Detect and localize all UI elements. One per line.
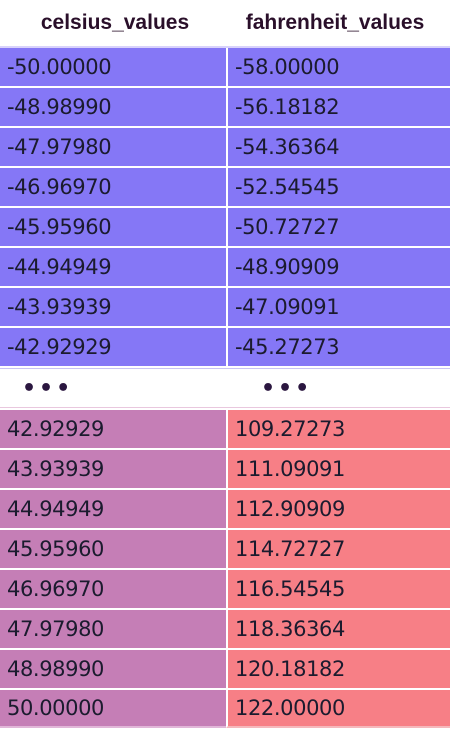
celsius-cell: 45.95960 — [0, 528, 226, 568]
fahrenheit-cell: 122.00000 — [226, 688, 450, 728]
celsius-cell: 43.93939 — [0, 448, 226, 488]
fahrenheit-cell: -50.72727 — [226, 208, 450, 248]
celsius-cell: -48.98990 — [0, 88, 226, 128]
table-row: 46.96970 116.54545 — [0, 568, 450, 608]
fahrenheit-cell: -45.27273 — [226, 328, 450, 368]
table-row: -50.00000 -58.00000 — [0, 48, 450, 88]
fahrenheit-cell: 109.27273 — [226, 408, 450, 448]
top-rows: -50.00000 -58.00000 -48.98990 -56.18182 -47.… — [0, 48, 450, 368]
celsius-cell: 42.92929 — [0, 408, 226, 448]
fahrenheit-cell: -54.36364 — [226, 128, 450, 168]
celsius-cell: 46.96970 — [0, 568, 226, 608]
table-row: 47.97980 118.36364 — [0, 608, 450, 648]
header-fahrenheit: fahrenheit_values — [245, 11, 425, 34]
ellipsis-celsius: ••• — [22, 375, 74, 401]
celsius-cell: -45.95960 — [0, 208, 226, 248]
table-row: 42.92929 109.27273 — [0, 408, 450, 448]
table-header: celsius_values fahrenheit_values — [0, 0, 450, 46]
table-row: 44.94949 112.90909 — [0, 488, 450, 528]
header-celsius: celsius_values — [40, 11, 190, 34]
ellipsis-fahrenheit: ••• — [261, 375, 313, 401]
bottom-rows: 42.92929 109.27273 43.93939 111.09091 44.949… — [0, 408, 450, 728]
table-row: 48.98990 120.18182 — [0, 648, 450, 688]
table-row: 50.00000 122.00000 — [0, 688, 450, 728]
celsius-cell: 44.94949 — [0, 488, 226, 528]
fahrenheit-cell: 114.72727 — [226, 528, 450, 568]
fahrenheit-cell: 118.36364 — [226, 608, 450, 648]
celsius-cell: -50.00000 — [0, 48, 226, 88]
ellipsis-row: ••• ••• — [0, 368, 450, 408]
celsius-cell: 48.98990 — [0, 648, 226, 688]
celsius-cell: 50.00000 — [0, 688, 226, 728]
table-top-edge — [0, 46, 450, 48]
celsius-cell: -44.94949 — [0, 248, 226, 288]
fahrenheit-cell: 111.09091 — [226, 448, 450, 488]
table-row: 45.95960 114.72727 — [0, 528, 450, 568]
table-row: -46.96970 -52.54545 — [0, 168, 450, 208]
fahrenheit-cell: 116.54545 — [226, 568, 450, 608]
fahrenheit-cell: -47.09091 — [226, 288, 450, 328]
table-row: -48.98990 -56.18182 — [0, 88, 450, 128]
table-row: -43.93939 -47.09091 — [0, 288, 450, 328]
table-row: -42.92929 -45.27273 — [0, 328, 450, 368]
celsius-cell: 47.97980 — [0, 608, 226, 648]
table-row: -44.94949 -48.90909 — [0, 248, 450, 288]
fahrenheit-cell: -48.90909 — [226, 248, 450, 288]
celsius-cell: -42.92929 — [0, 328, 226, 368]
celsius-cell: -46.96970 — [0, 168, 226, 208]
fahrenheit-cell: 120.18182 — [226, 648, 450, 688]
fahrenheit-cell: 112.90909 — [226, 488, 450, 528]
table-row: -45.95960 -50.72727 — [0, 208, 450, 248]
table-row: 43.93939 111.09091 — [0, 448, 450, 488]
celsius-cell: -47.97980 — [0, 128, 226, 168]
fahrenheit-cell: -58.00000 — [226, 48, 450, 88]
fahrenheit-cell: -52.54545 — [226, 168, 450, 208]
celsius-cell: -43.93939 — [0, 288, 226, 328]
fahrenheit-cell: -56.18182 — [226, 88, 450, 128]
table-row: -47.97980 -54.36364 — [0, 128, 450, 168]
